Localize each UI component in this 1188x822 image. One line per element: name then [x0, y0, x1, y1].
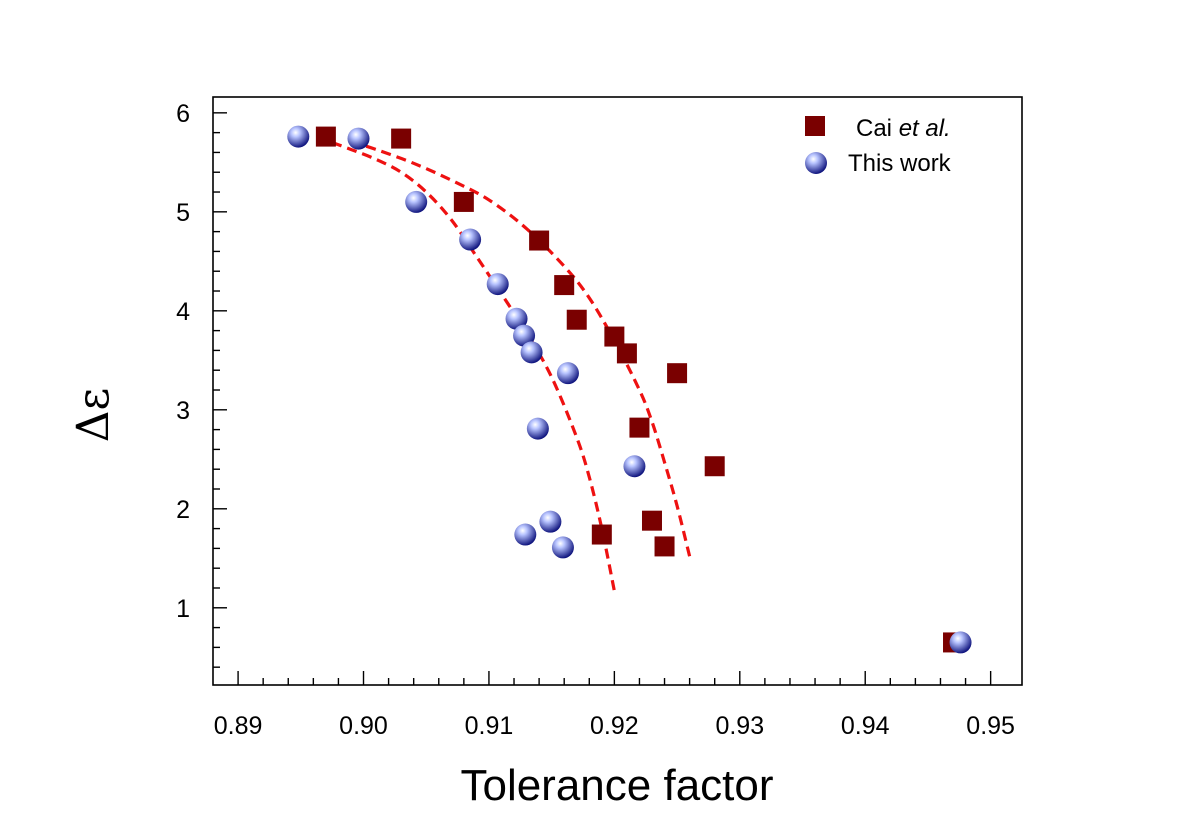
legend-label-cai-italic: et al.	[899, 115, 951, 142]
cai-data-point	[604, 326, 625, 347]
y-tick-label: 6	[176, 100, 190, 128]
cai-data-point	[654, 536, 675, 557]
cai-data-point	[453, 191, 474, 212]
legend-marker-square	[805, 116, 825, 136]
this-work-data-point	[405, 190, 428, 213]
x-tick-label: 0.95	[966, 712, 1015, 740]
x-tick-label: 0.92	[590, 712, 639, 740]
cai-data-point	[629, 417, 650, 438]
this-work-data-point	[287, 125, 310, 148]
y-tick-label: 1	[176, 595, 190, 623]
this-work-data-point	[949, 631, 972, 654]
cai-data-point	[315, 126, 336, 147]
legend-label-cai-prefix: Cai	[856, 115, 899, 142]
y-tick-label: 2	[176, 496, 190, 524]
plot-frame	[212, 96, 1023, 686]
this-work-data-point	[513, 324, 536, 347]
legend-label-this-work: This work	[848, 150, 952, 177]
x-tick-label: 0.94	[841, 712, 890, 740]
y-axis-ticks: 1 2 3 4 5 6	[176, 100, 227, 668]
data-points	[287, 125, 972, 654]
this-work-data-point	[459, 228, 482, 251]
this-work-data-point	[623, 455, 646, 478]
legend: Cai et al. This work	[805, 115, 952, 177]
cai-data-point	[704, 456, 725, 477]
x-axis-title: Tolerance factor	[460, 761, 773, 810]
legend-marker-sphere	[805, 152, 827, 174]
x-tick-label: 0.90	[339, 712, 388, 740]
x-axis-ticks: 0.89 0.90 0.91 0.92 0.93 0.94 0.95	[214, 671, 1015, 740]
this-work-data-point	[551, 536, 574, 559]
y-tick-label: 5	[176, 199, 190, 227]
x-tick-label: 0.93	[715, 712, 764, 740]
this-work-data-point	[486, 273, 509, 296]
cai-data-point	[566, 309, 587, 330]
fit-cai	[350, 140, 692, 557]
cai-data-point	[641, 510, 662, 531]
cai-data-point	[616, 343, 637, 364]
this-work-data-point	[526, 417, 549, 440]
this-work-data-point	[520, 341, 543, 364]
cai-data-point	[529, 230, 550, 251]
cai-data-point	[554, 275, 575, 296]
legend-label-cai: Cai et al.	[856, 115, 951, 142]
cai-data-point	[391, 128, 412, 149]
y-tick-label: 3	[176, 397, 190, 425]
this-work-data-point	[514, 523, 537, 546]
cai-data-point	[591, 524, 612, 545]
this-work-data-point	[556, 362, 579, 385]
this-work-data-point	[539, 510, 562, 533]
this-work-data-point	[505, 307, 528, 330]
x-tick-label: 0.91	[465, 712, 514, 740]
x-tick-label: 0.89	[214, 712, 263, 740]
y-tick-label: 4	[176, 298, 190, 326]
fit-curves	[331, 140, 692, 592]
cai-data-point	[667, 363, 688, 384]
y-axis-title: Δε	[68, 388, 119, 443]
this-work-data-point	[347, 127, 370, 150]
